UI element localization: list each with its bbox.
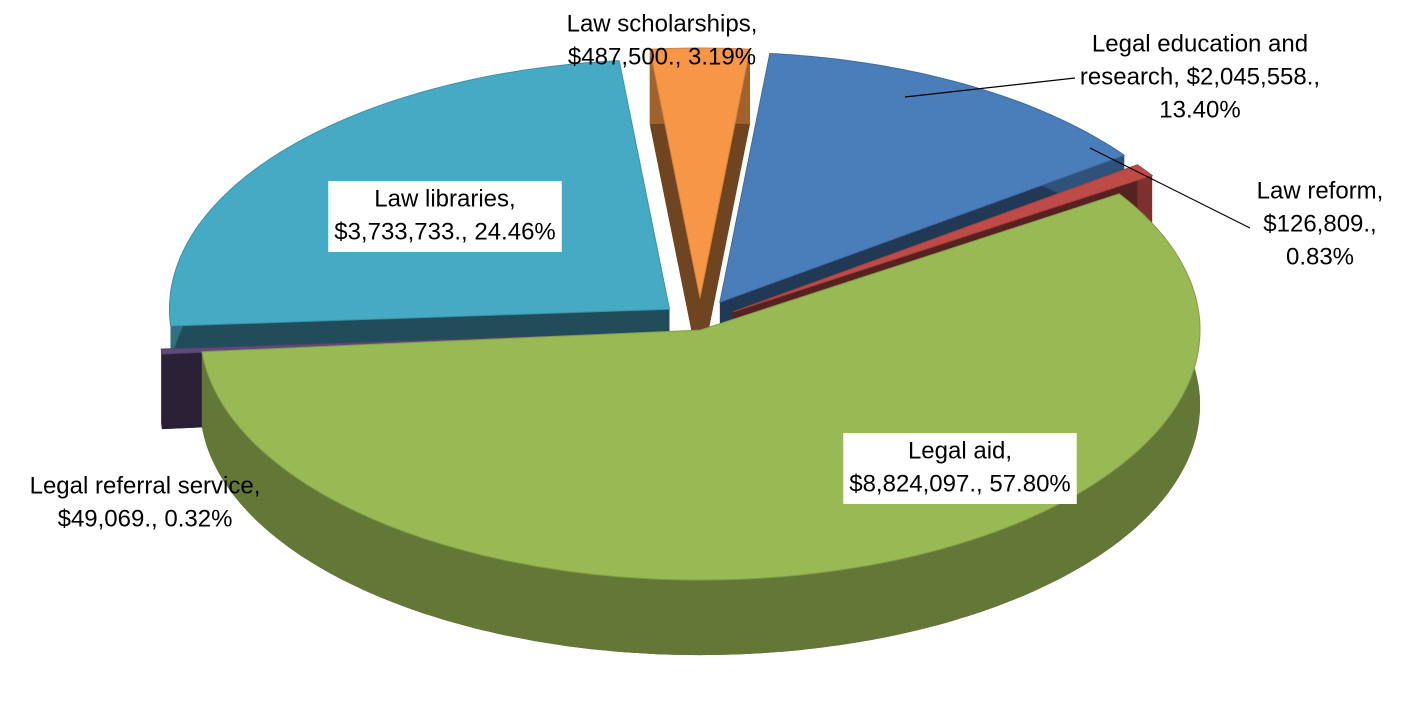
label-box xyxy=(328,181,562,252)
data-label-line: Law libraries, xyxy=(374,185,515,212)
data-label-line: $3,733,733., 24.46% xyxy=(334,218,556,245)
data-label-line: $126,809., xyxy=(1263,210,1376,237)
data-label-line: Legal education and xyxy=(1092,30,1308,57)
slice xyxy=(649,47,751,299)
data-label-line: 13.40% xyxy=(1159,96,1240,123)
leader-line xyxy=(904,77,1076,98)
slice-side xyxy=(161,349,162,430)
slice-side xyxy=(700,49,750,373)
data-label: Law scholarships, $487,500., 3.19% xyxy=(567,10,758,70)
data-label-line: research, $2,045,558., xyxy=(1080,63,1320,90)
data-label: Legal aid, $8,824,097., 57.80% xyxy=(843,433,1077,504)
data-label-line: $49,069., 0.32% xyxy=(58,505,233,532)
leader-line xyxy=(1089,147,1251,229)
data-label: Law libraries, $3,733,733., 24.46% xyxy=(328,181,562,252)
data-label-line: Law scholarships, xyxy=(567,10,758,37)
data-label-line: $8,824,097., 57.80% xyxy=(849,470,1071,497)
data-label-line: Legal aid, xyxy=(908,437,1012,464)
data-label-line: Legal referral service, xyxy=(30,472,261,499)
data-label-line: 0.83% xyxy=(1286,243,1354,270)
data-label: Legal referral service, $49,069., 0.32% xyxy=(30,472,261,532)
data-label-line: $487,500., 3.19% xyxy=(568,43,756,70)
slice xyxy=(732,164,1154,313)
slice-side xyxy=(649,49,700,374)
label-box xyxy=(843,433,1077,504)
data-label: Legal education and research, $2,045,558.… xyxy=(1080,30,1320,123)
data-label: Law reform, $126,809., 0.83% xyxy=(1257,177,1384,270)
slice xyxy=(719,52,1126,303)
data-label-line: Law reform, xyxy=(1257,177,1384,204)
